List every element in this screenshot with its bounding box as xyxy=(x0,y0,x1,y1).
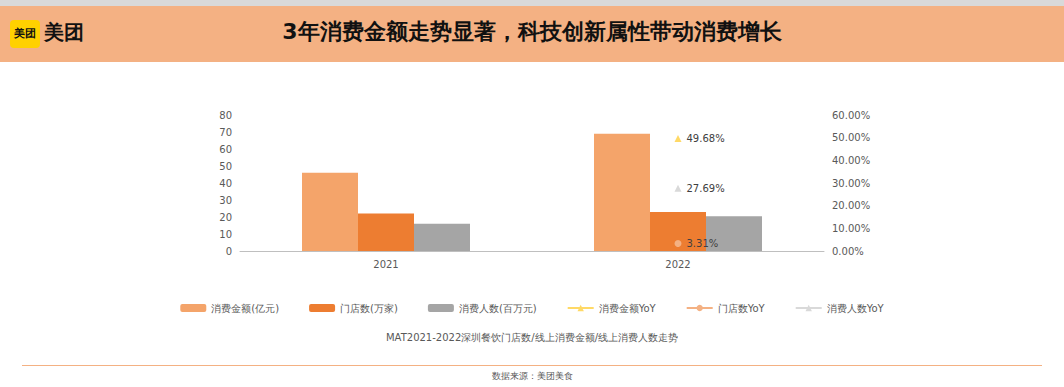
html-text:美团 美团: 美团 美团 xyxy=(14,20,84,44)
svg-text:50.00%: 50.00% xyxy=(832,132,870,143)
svg-text:27.69%: 27.69% xyxy=(687,183,725,194)
html-text:MAT2021-2022深圳餐饮门店数/线上消费金额/线上消: MAT2021-2022深圳餐饮门店数/线上消费金额/线上消费人数走势 xyxy=(386,332,678,343)
svg-text:消费金额YoY: 消费金额YoY xyxy=(599,303,657,314)
svg-text:门店数(万家): 门店数(万家) xyxy=(340,303,398,314)
svg-text:40: 40 xyxy=(219,178,232,189)
svg-text:60.00%: 60.00% xyxy=(832,110,870,121)
svg-text:20.00%: 20.00% xyxy=(832,200,870,211)
svg-text:60: 60 xyxy=(219,144,232,155)
svg-text:2022: 2022 xyxy=(665,259,690,270)
svg-text:0: 0 xyxy=(226,246,232,257)
svg-text:70: 70 xyxy=(219,127,232,138)
svg-text:40.00%: 40.00% xyxy=(832,155,870,166)
svg-text:0.00%: 0.00% xyxy=(832,246,864,257)
svg-text:消费人数YoY: 消费人数YoY xyxy=(827,303,885,314)
svg-text:30.00%: 30.00% xyxy=(832,178,870,189)
svg-text:3.31%: 3.31% xyxy=(687,238,719,249)
html-text:3年消费金额走势显著，科技创新属性带动消费增长: 3年消费金额走势显著，科技创新属性带动消费增长 xyxy=(282,19,782,44)
svg-text:20: 20 xyxy=(219,212,232,223)
svg-text:50: 50 xyxy=(219,161,232,172)
svg-text:49.68%: 49.68% xyxy=(687,133,725,144)
svg-text:10: 10 xyxy=(219,229,232,240)
html-text:数据来源：美团美食: 数据来源：美团美食 xyxy=(491,371,573,381)
svg-text:80: 80 xyxy=(219,110,232,121)
svg-text:10.00%: 10.00% xyxy=(832,223,870,234)
svg-text:门店数YoY: 门店数YoY xyxy=(718,303,766,314)
svg-text:30: 30 xyxy=(219,195,232,206)
svg-text:消费金额(亿元): 消费金额(亿元) xyxy=(211,303,279,314)
svg-text:消费人数(百万元): 消费人数(百万元) xyxy=(459,303,537,314)
svg-text:2021: 2021 xyxy=(373,259,398,270)
